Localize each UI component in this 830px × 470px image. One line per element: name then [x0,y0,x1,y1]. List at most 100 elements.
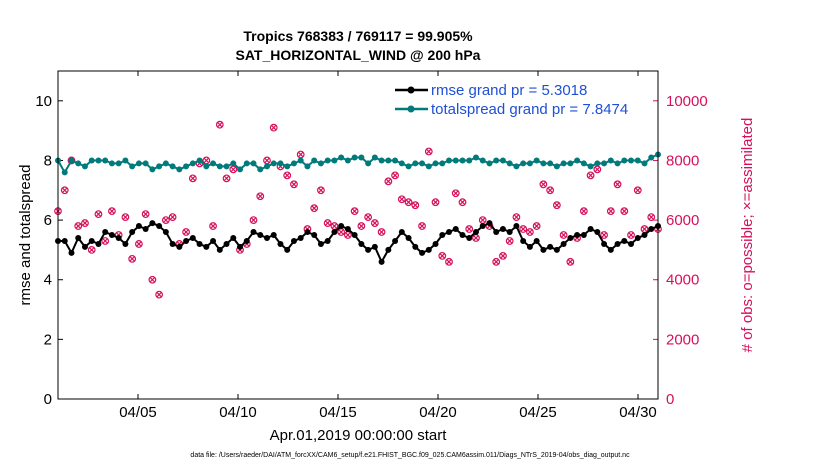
obs-possible-point [101,237,110,245]
obs-assimilated-point [163,217,169,223]
rmse-point [405,234,412,241]
rmse-point [115,234,122,241]
rmse-point [237,243,244,250]
rmse-point [425,246,432,253]
obs-possible-point [310,204,319,213]
rmse-point [344,226,351,233]
obs-assimilated-stroke [149,276,156,283]
totalspread-point [385,157,392,164]
x-tick-label: 04/05 [119,404,157,421]
obs-assimilated-stroke [466,226,473,232]
obs-possible-point [350,207,359,216]
obs-assimilated-stroke [136,241,142,247]
totalspread-point [297,157,304,164]
rmse-point [68,249,75,256]
rmse-point [452,226,459,233]
obs-assimilated-point [75,223,82,229]
obs-assimilated-stroke [61,187,68,194]
rmse-point [189,234,196,241]
obs-assimilated-point [466,226,473,232]
rmse-point [392,237,399,244]
totalspread-point [203,163,210,170]
obs-assimilated-point [500,253,506,259]
rmse-point [472,229,479,236]
rmse-point [506,229,513,236]
rmse-point [135,223,142,230]
totalspread-series [55,151,661,176]
obs-possible-point [579,207,588,216]
rmse-point [75,234,82,241]
obs-assimilated-stroke [156,291,162,298]
obs-assimilated-stroke [102,238,109,244]
obs-assimilated-stroke [365,214,371,220]
totalspread-point [237,166,244,173]
rmse-point [169,240,176,247]
totalspread-point [183,163,190,170]
totalspread-point [419,160,426,167]
rmse-point [257,232,264,238]
obs-possible-point [552,201,561,210]
y-left-tick-label: 0 [44,391,52,408]
totalspread-point [311,157,318,164]
obs-possible-point [121,213,130,222]
obs-assimilated-point [641,226,648,232]
totalspread-point [196,157,203,164]
rmse-point [331,229,338,236]
totalspread-point [290,160,297,167]
obs-assimilated-stroke [324,220,331,226]
obs-assimilated-point [365,214,371,220]
obs-assimilated-stroke [493,259,500,265]
totalspread-point [189,160,196,167]
obs-possible-point [431,198,440,207]
obs-assimilated-stroke [75,223,82,229]
obs-possible-point [283,171,292,180]
obs-possible-point [148,275,157,284]
obs-possible-point [269,123,278,132]
obs-possible-point [168,213,177,222]
rmse-point [513,223,520,230]
obs-assimilated-stroke [190,175,196,182]
obs-assimilated-stroke [291,181,297,188]
totalspread-point [351,154,358,161]
totalspread-point [439,160,446,167]
rmse-point [641,232,648,238]
obs-assimilated-point [264,157,270,164]
obs-possible-point [627,231,635,239]
obs-assimilated-point [223,175,230,182]
obs-assimilated-stroke [82,220,88,226]
rmse-point [560,240,567,247]
obs-assimilated-point [82,220,88,226]
obs-assimilated-point [284,172,291,179]
obs-assimilated-stroke [142,211,149,217]
x-tick-label: 04/10 [219,404,257,421]
rmse-point [284,246,291,253]
obs-assimilated-stroke [634,187,641,194]
totalspread-point [540,160,547,167]
obs-possible-point [445,257,453,266]
rmse-point [446,229,453,236]
obs-assimilated-point [587,172,594,179]
rmse-point [614,240,621,247]
rmse-point [398,229,405,236]
rmse-point [311,232,318,238]
obs-possible-point [559,231,568,239]
y-right-tick-label: 10000 [666,93,708,110]
obs-assimilated-point [405,199,412,206]
obs-assimilated-point [169,214,176,220]
obs-possible-point [397,195,406,204]
rmse-point [277,240,284,247]
obs-possible-point [67,156,76,165]
obs-assimilated-stroke [554,202,560,209]
obs-assimilated-stroke [439,253,446,259]
rmse-point [351,232,358,238]
obs-possible-point [633,186,642,195]
obs-assimilated-stroke [621,208,628,214]
y-axis-left-label: rmse and totalspread [17,165,34,306]
obs-assimilated-point [297,151,304,158]
totalspread-point [365,160,372,167]
obs-assimilated-point [311,205,318,211]
totalspread-point [641,160,648,167]
x-axis-label: Apr.01,2019 00:00:00 start [270,427,448,444]
x-axis: 04/05 04/10 04/15 04/20 04/25 04/30 [119,71,657,421]
